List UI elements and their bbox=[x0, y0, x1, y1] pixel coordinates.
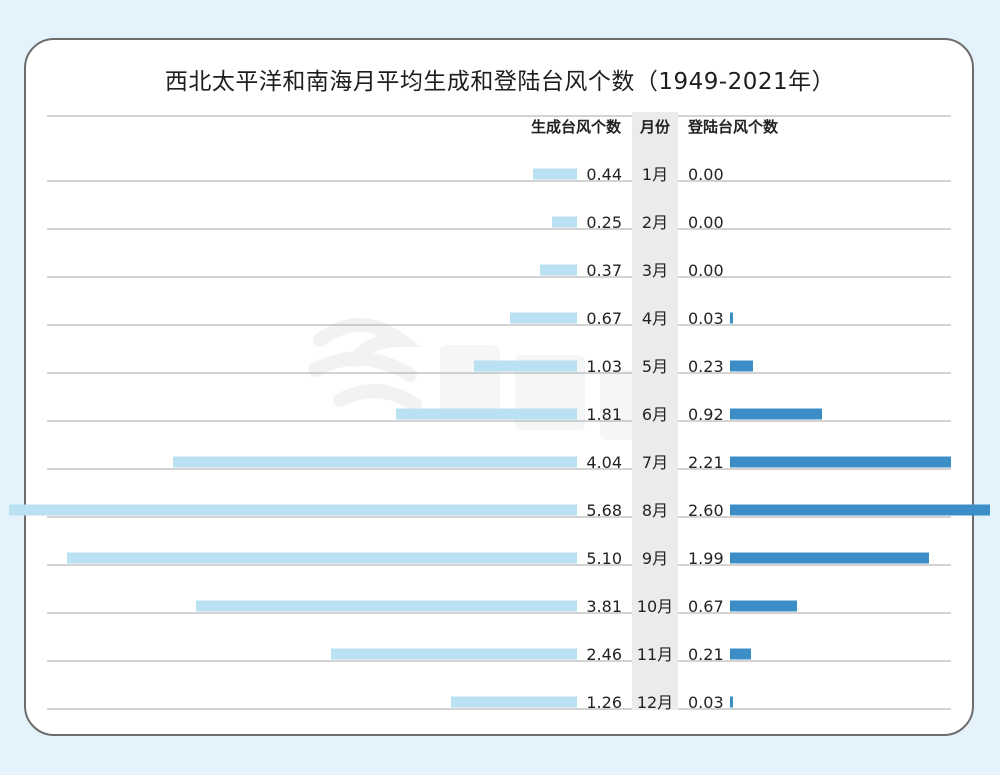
chart-title: 西北太平洋和南海月平均生成和登陆台风个数（1949-2021年） bbox=[164, 69, 836, 95]
bar-generated-11 bbox=[331, 648, 577, 660]
label-month-3: 3月 bbox=[642, 261, 668, 280]
label-generated-10: 3.81 bbox=[586, 597, 622, 616]
label-landfall-7: 2.21 bbox=[688, 453, 724, 472]
bar-generated-2 bbox=[552, 216, 577, 228]
label-month-8: 8月 bbox=[642, 501, 668, 520]
bar-generated-12 bbox=[451, 696, 577, 708]
bar-landfall-10 bbox=[730, 600, 797, 612]
bar-generated-7 bbox=[173, 456, 577, 468]
label-landfall-4: 0.03 bbox=[688, 309, 724, 328]
bar-landfall-9 bbox=[730, 552, 929, 564]
bar-generated-10 bbox=[196, 600, 577, 612]
header-generated: 生成台风个数 bbox=[531, 118, 622, 136]
bar-landfall-8 bbox=[730, 504, 990, 516]
bar-landfall-6 bbox=[730, 408, 822, 420]
label-generated-3: 0.37 bbox=[586, 261, 622, 280]
label-landfall-8: 2.60 bbox=[688, 501, 724, 520]
label-month-1: 1月 bbox=[642, 165, 668, 184]
label-month-4: 4月 bbox=[642, 309, 668, 328]
label-generated-2: 0.25 bbox=[586, 213, 622, 232]
label-month-9: 9月 bbox=[642, 549, 668, 568]
label-generated-8: 5.68 bbox=[586, 501, 622, 520]
bar-landfall-12 bbox=[730, 696, 733, 708]
bar-generated-1 bbox=[533, 168, 577, 180]
label-month-10: 10月 bbox=[637, 597, 673, 616]
label-generated-7: 4.04 bbox=[586, 453, 622, 472]
label-landfall-12: 0.03 bbox=[688, 693, 724, 712]
label-landfall-1: 0.00 bbox=[688, 165, 724, 184]
label-generated-6: 1.81 bbox=[586, 405, 622, 424]
label-generated-12: 1.26 bbox=[586, 693, 622, 712]
bar-generated-5 bbox=[474, 360, 577, 372]
bar-generated-8 bbox=[9, 504, 577, 516]
label-landfall-5: 0.23 bbox=[688, 357, 724, 376]
label-month-11: 11月 bbox=[637, 645, 673, 664]
label-month-12: 12月 bbox=[637, 693, 673, 712]
grid-lines bbox=[47, 115, 951, 710]
label-landfall-9: 1.99 bbox=[688, 549, 724, 568]
label-landfall-11: 0.21 bbox=[688, 645, 724, 664]
label-generated-9: 5.10 bbox=[586, 549, 622, 568]
label-month-5: 5月 bbox=[642, 357, 668, 376]
label-landfall-6: 0.92 bbox=[688, 405, 724, 424]
header-month: 月份 bbox=[639, 118, 671, 136]
label-generated-5: 1.03 bbox=[586, 357, 622, 376]
label-landfall-3: 0.00 bbox=[688, 261, 724, 280]
label-month-6: 6月 bbox=[642, 405, 668, 424]
label-landfall-2: 0.00 bbox=[688, 213, 724, 232]
bar-generated-6 bbox=[396, 408, 577, 420]
label-month-7: 7月 bbox=[642, 453, 668, 472]
label-generated-11: 2.46 bbox=[586, 645, 622, 664]
bar-generated-3 bbox=[540, 264, 577, 276]
bar-generated-9 bbox=[67, 552, 577, 564]
bar-landfall-7 bbox=[730, 456, 951, 468]
label-landfall-10: 0.67 bbox=[688, 597, 724, 616]
label-month-2: 2月 bbox=[642, 213, 668, 232]
label-generated-1: 0.44 bbox=[586, 165, 622, 184]
bar-generated-4 bbox=[510, 312, 577, 324]
label-generated-4: 0.67 bbox=[586, 309, 622, 328]
header-landfall: 登陆台风个数 bbox=[687, 118, 779, 136]
bar-landfall-4 bbox=[730, 312, 733, 324]
month-column-band bbox=[632, 112, 678, 710]
bar-landfall-11 bbox=[730, 648, 751, 660]
bar-landfall-5 bbox=[730, 360, 753, 372]
